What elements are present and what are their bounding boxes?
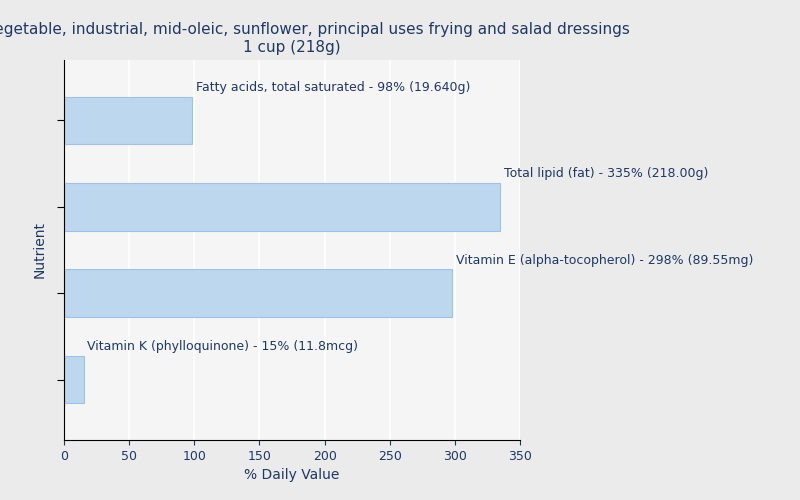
Y-axis label: Nutrient: Nutrient xyxy=(33,222,46,278)
Text: Vitamin K (phylloquinone) - 15% (11.8mcg): Vitamin K (phylloquinone) - 15% (11.8mcg… xyxy=(87,340,358,353)
Bar xyxy=(64,183,501,230)
Bar xyxy=(64,96,192,144)
Bar xyxy=(64,356,83,404)
Text: Vitamin E (alpha-tocopherol) - 298% (89.55mg): Vitamin E (alpha-tocopherol) - 298% (89.… xyxy=(456,254,754,267)
X-axis label: % Daily Value: % Daily Value xyxy=(244,468,340,482)
Text: Fatty acids, total saturated - 98% (19.640g): Fatty acids, total saturated - 98% (19.6… xyxy=(195,81,470,94)
Title: Oil, vegetable, industrial, mid-oleic, sunflower, principal uses frying and sala: Oil, vegetable, industrial, mid-oleic, s… xyxy=(0,22,630,54)
Bar xyxy=(64,270,452,317)
Text: Total lipid (fat) - 335% (218.00g): Total lipid (fat) - 335% (218.00g) xyxy=(504,168,709,180)
